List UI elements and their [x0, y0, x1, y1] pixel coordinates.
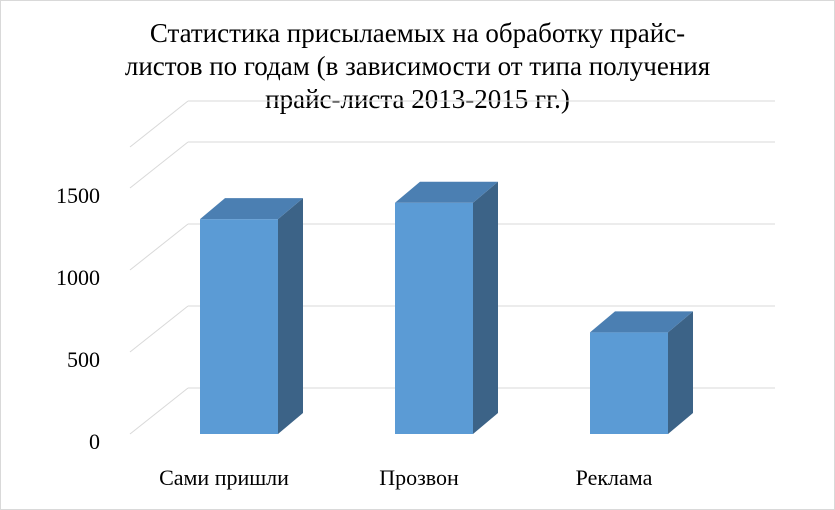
- gridline-diagonal: [129, 141, 189, 189]
- chart-title-line-1: Статистика присылаемых на обработку прай…: [149, 18, 686, 48]
- chart-title: Статистика присылаемых на обработку прай…: [0, 17, 835, 116]
- bars: [200, 181, 693, 434]
- bar-top: [395, 181, 498, 203]
- gridline-diagonal: [129, 100, 189, 148]
- bar-top: [200, 198, 303, 220]
- x-category-label: Сами пришли: [159, 465, 289, 490]
- bar-side: [473, 181, 498, 434]
- y-tick-label: 500: [67, 347, 100, 372]
- chart-title-line-2: листов по годам (в зависимости от типа п…: [124, 51, 711, 81]
- bar-side: [278, 198, 303, 434]
- bar-front: [395, 202, 473, 434]
- x-category-label: Прозвон: [379, 465, 459, 490]
- x-axis-categories: Сами пришли Прозвон Реклама: [159, 465, 653, 490]
- x-category-label: Реклама: [576, 465, 653, 490]
- bar-front: [590, 332, 668, 434]
- bar-front: [200, 219, 278, 434]
- gridline-diagonal: [129, 305, 189, 353]
- gridline-diagonal: [129, 387, 189, 435]
- y-axis-ticks: 0 500 1000 1500: [56, 183, 100, 454]
- y-tick-label: 1000: [56, 265, 100, 290]
- bar-side: [668, 311, 693, 434]
- y-tick-label: 0: [89, 429, 100, 454]
- chart-title-line-3: прайс-листа 2013-2015 гг.): [265, 84, 570, 114]
- y-tick-label: 1500: [56, 183, 100, 208]
- bar-top: [590, 311, 693, 333]
- gridline-diagonal: [129, 223, 189, 271]
